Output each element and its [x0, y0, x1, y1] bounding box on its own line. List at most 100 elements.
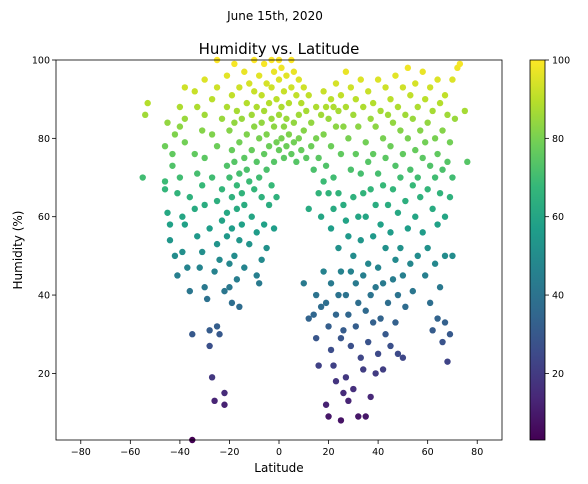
- data-point: [241, 201, 248, 209]
- data-point: [449, 252, 456, 260]
- x-tick-label: −20: [219, 447, 239, 458]
- y-tick-label: 40: [38, 291, 50, 302]
- data-point: [283, 115, 290, 122]
- data-point: [206, 327, 213, 334]
- data-point: [238, 221, 246, 228]
- data-point: [179, 248, 186, 256]
- data-point: [362, 213, 369, 220]
- data-point: [198, 127, 206, 134]
- data-point: [181, 221, 189, 228]
- data-point: [360, 272, 367, 279]
- data-point: [139, 174, 146, 181]
- data-point: [228, 92, 236, 99]
- data-point: [255, 280, 263, 287]
- data-point: [374, 76, 382, 83]
- data-point: [208, 374, 216, 381]
- data-point: [342, 68, 350, 75]
- data-point: [201, 201, 208, 209]
- data-point: [171, 252, 179, 260]
- data-point: [335, 291, 342, 299]
- data-point: [189, 331, 196, 338]
- data-point: [431, 260, 439, 267]
- data-point: [300, 127, 307, 134]
- data-point: [206, 342, 213, 350]
- data-point: [268, 182, 275, 189]
- data-point: [424, 244, 431, 252]
- data-point: [342, 103, 350, 111]
- data-point: [421, 95, 429, 103]
- data-point: [350, 385, 357, 393]
- data-point: [369, 150, 377, 158]
- data-point: [213, 142, 221, 150]
- data-point: [355, 299, 362, 307]
- data-point: [340, 327, 347, 334]
- data-point: [407, 260, 414, 267]
- data-point: [303, 154, 310, 162]
- colorbar: [529, 59, 546, 441]
- data-point: [337, 417, 345, 424]
- data-point: [347, 342, 355, 350]
- data-point: [409, 287, 416, 295]
- data-point: [394, 103, 402, 111]
- x-tick-label: 80: [471, 447, 483, 458]
- data-point: [231, 119, 238, 126]
- data-point: [213, 240, 221, 248]
- data-point: [382, 244, 389, 252]
- data-point: [444, 111, 451, 119]
- x-tick-label: 40: [372, 447, 384, 458]
- data-point: [327, 225, 335, 232]
- data-point: [412, 146, 419, 154]
- data-point: [337, 92, 345, 99]
- data-point: [233, 107, 241, 115]
- y-tick-label: 100: [32, 56, 50, 67]
- data-point: [201, 154, 208, 162]
- data-point: [288, 150, 295, 158]
- colorbar-tick-label: 40: [552, 291, 564, 302]
- data-point: [226, 284, 233, 291]
- data-point: [265, 99, 273, 107]
- data-point: [330, 205, 337, 213]
- data-point: [248, 213, 255, 220]
- x-tick-label: 20: [323, 447, 335, 458]
- data-point: [280, 154, 288, 162]
- data-points: [139, 56, 471, 444]
- data-point: [260, 221, 268, 228]
- data-point: [320, 131, 327, 138]
- data-point: [255, 174, 263, 181]
- data-point: [283, 142, 290, 150]
- figure-suptitle: June 15th, 2020: [226, 9, 323, 23]
- data-point: [231, 158, 238, 166]
- data-point: [221, 401, 228, 408]
- data-point: [352, 95, 360, 103]
- data-point: [241, 264, 248, 271]
- data-point: [305, 205, 312, 213]
- data-point: [236, 237, 243, 244]
- data-point: [392, 72, 399, 79]
- data-point: [270, 225, 278, 232]
- y-tick-label: 80: [38, 134, 50, 145]
- data-point: [317, 303, 325, 311]
- data-point: [414, 252, 421, 260]
- data-point: [434, 221, 441, 228]
- data-point: [201, 76, 208, 83]
- data-point: [434, 315, 441, 322]
- data-point: [208, 131, 216, 138]
- data-point: [342, 217, 350, 224]
- data-point: [213, 84, 221, 91]
- data-point: [350, 111, 357, 119]
- data-point: [246, 178, 253, 185]
- data-point: [412, 80, 419, 87]
- data-point: [255, 135, 263, 142]
- data-point: [243, 99, 250, 107]
- data-point: [384, 201, 392, 209]
- data-point: [399, 354, 407, 361]
- data-point: [176, 174, 184, 181]
- data-point: [228, 299, 236, 307]
- data-point: [322, 299, 330, 307]
- data-point: [236, 84, 243, 91]
- data-point: [367, 186, 374, 193]
- data-point: [345, 397, 352, 405]
- data-point: [332, 80, 340, 87]
- data-point: [233, 276, 241, 283]
- data-point: [268, 84, 275, 91]
